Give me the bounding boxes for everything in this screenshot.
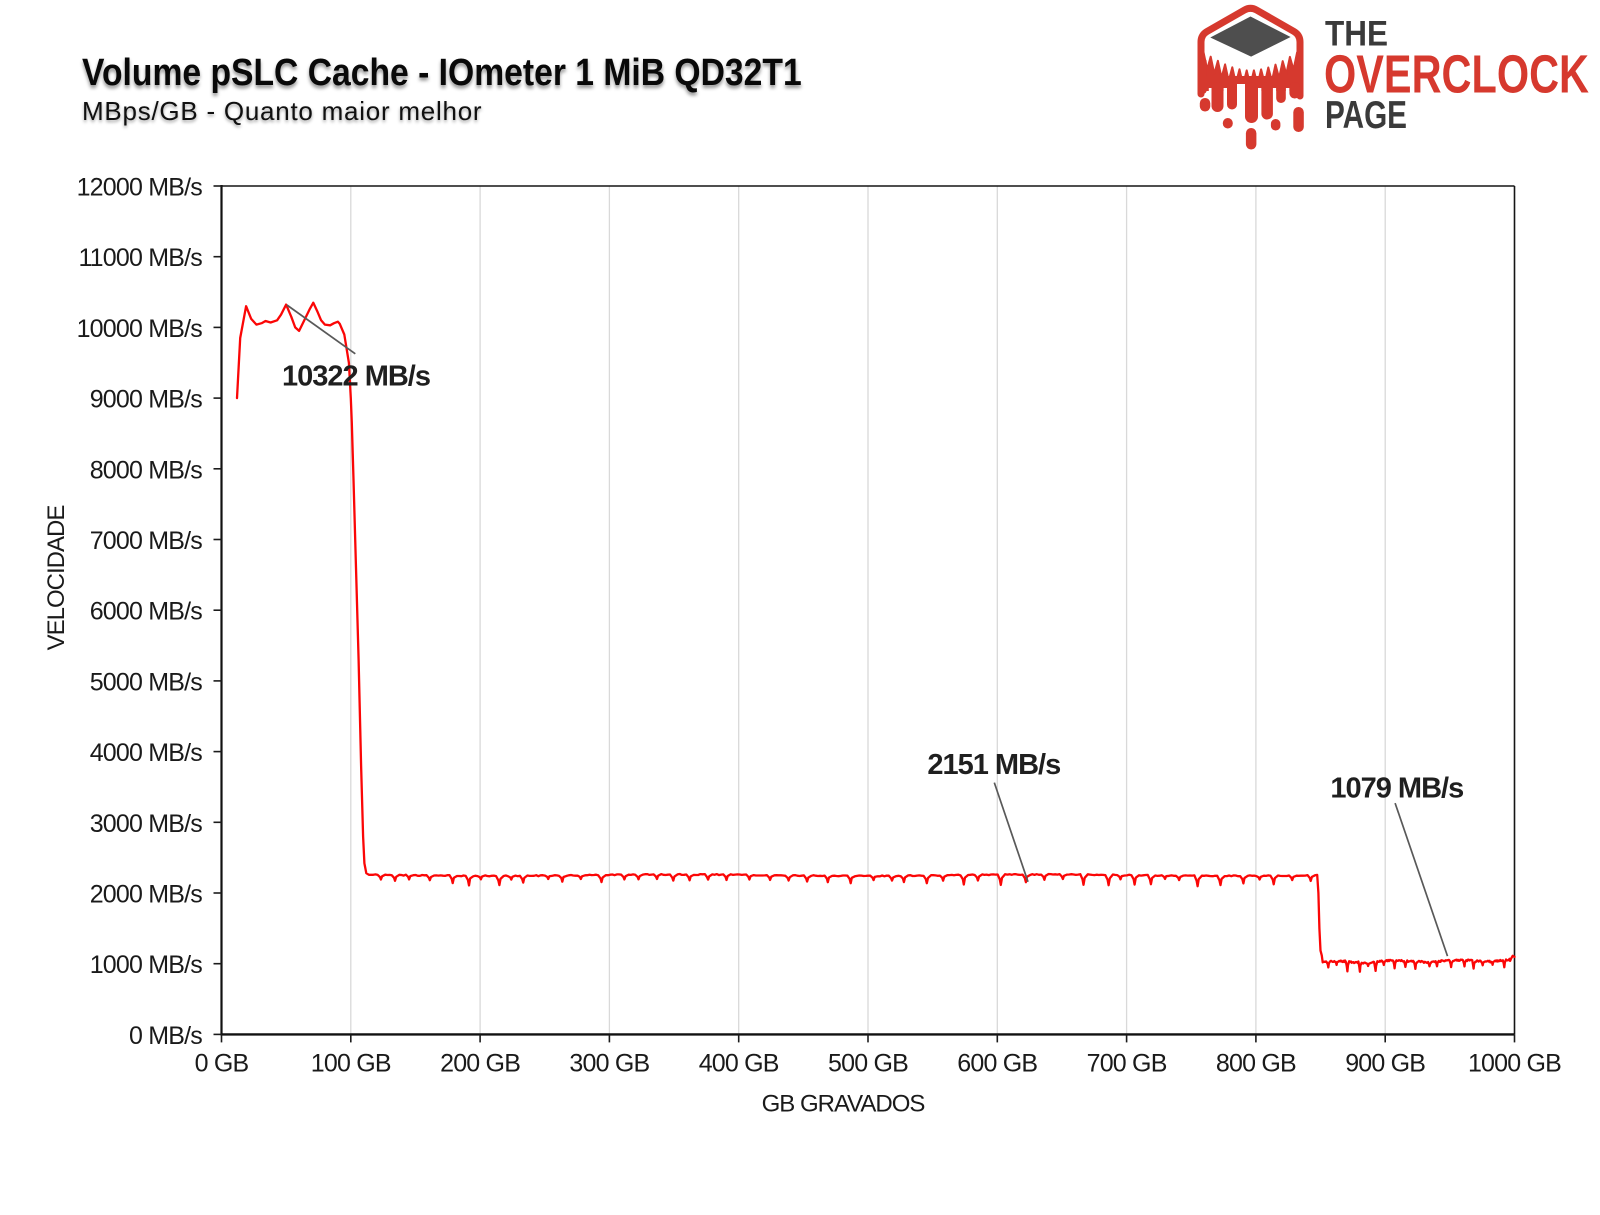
svg-text:1079 MB/s: 1079 MB/s bbox=[1330, 773, 1463, 805]
svg-text:0 MB/s: 0 MB/s bbox=[129, 1022, 202, 1050]
svg-text:900 GB: 900 GB bbox=[1345, 1050, 1425, 1078]
svg-text:3000 MB/s: 3000 MB/s bbox=[90, 810, 203, 838]
svg-text:5000 MB/s: 5000 MB/s bbox=[90, 668, 203, 696]
svg-text:GB GRAVADOS: GB GRAVADOS bbox=[762, 1091, 925, 1118]
svg-text:1000 GB: 1000 GB bbox=[1468, 1050, 1561, 1078]
svg-text:OVERCLOCK: OVERCLOCK bbox=[1324, 45, 1589, 105]
svg-text:10000 MB/s: 10000 MB/s bbox=[77, 315, 203, 343]
svg-text:200 GB: 200 GB bbox=[440, 1050, 520, 1078]
svg-text:THE: THE bbox=[1325, 15, 1388, 54]
svg-text:VELOCIDADE: VELOCIDADE bbox=[43, 506, 70, 651]
svg-text:0 GB: 0 GB bbox=[195, 1050, 249, 1078]
svg-text:PAGE: PAGE bbox=[1325, 94, 1407, 137]
svg-text:2000 MB/s: 2000 MB/s bbox=[90, 881, 203, 909]
svg-text:100 GB: 100 GB bbox=[311, 1050, 391, 1078]
svg-text:1000 MB/s: 1000 MB/s bbox=[90, 951, 203, 979]
svg-text:4000 MB/s: 4000 MB/s bbox=[90, 739, 203, 767]
svg-text:12000 MB/s: 12000 MB/s bbox=[77, 174, 203, 202]
svg-text:7000 MB/s: 7000 MB/s bbox=[90, 527, 203, 555]
svg-text:6000 MB/s: 6000 MB/s bbox=[90, 598, 203, 626]
svg-text:8000 MB/s: 8000 MB/s bbox=[90, 456, 203, 484]
svg-text:2151 MB/s: 2151 MB/s bbox=[927, 749, 1060, 781]
svg-text:600 GB: 600 GB bbox=[957, 1050, 1037, 1078]
svg-text:400 GB: 400 GB bbox=[699, 1050, 779, 1078]
svg-text:500 GB: 500 GB bbox=[828, 1050, 908, 1078]
svg-text:800 GB: 800 GB bbox=[1216, 1050, 1296, 1078]
svg-text:9000 MB/s: 9000 MB/s bbox=[90, 386, 203, 414]
svg-text:10322 MB/s: 10322 MB/s bbox=[282, 361, 430, 393]
svg-text:700 GB: 700 GB bbox=[1087, 1050, 1167, 1078]
svg-text:300 GB: 300 GB bbox=[569, 1050, 649, 1078]
svg-text:11000 MB/s: 11000 MB/s bbox=[78, 244, 202, 272]
